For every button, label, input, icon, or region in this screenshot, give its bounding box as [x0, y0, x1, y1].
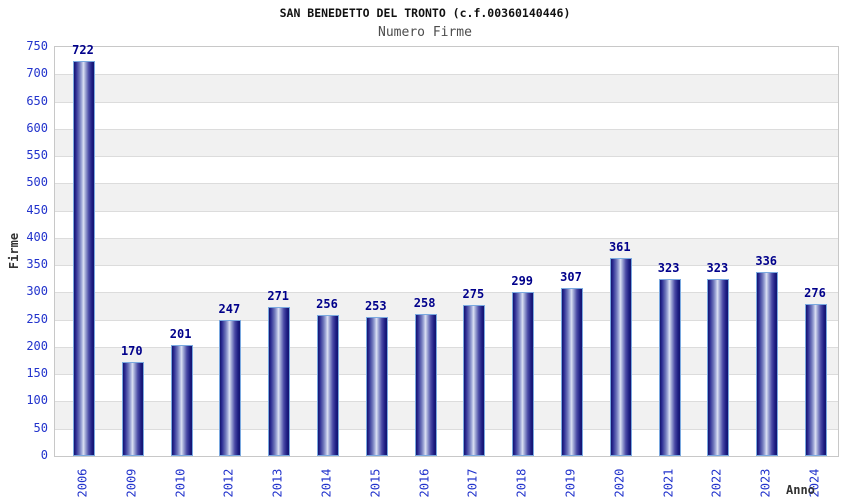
- gridline: [55, 210, 838, 212]
- gridline: [55, 401, 838, 403]
- gridline: [55, 101, 838, 103]
- y-tick-label: 300: [26, 284, 48, 299]
- plot-band: [55, 74, 838, 102]
- gridline: [55, 346, 838, 348]
- plot-band: [55, 101, 838, 129]
- x-tick-label: 2016: [417, 468, 432, 498]
- bar-2016: [415, 314, 437, 456]
- bar-2015: [366, 317, 388, 456]
- x-tick-label: 2017: [465, 468, 480, 498]
- bar-value-label: 336: [755, 254, 778, 268]
- plot-band: [55, 128, 838, 157]
- bar-2013: [268, 307, 290, 456]
- y-tick-label: 600: [26, 120, 48, 135]
- bar-value-label: 247: [218, 302, 241, 316]
- gridline: [55, 156, 838, 158]
- y-tick-label: 150: [26, 366, 48, 381]
- x-tick-label: 2023: [758, 468, 773, 498]
- y-tick-label: 200: [26, 338, 48, 353]
- bar-value-label: 275: [462, 287, 485, 301]
- bar-2010: [171, 345, 193, 456]
- bar-value-label: 299: [511, 274, 534, 288]
- y-tick-label: 250: [26, 311, 48, 326]
- chart-subtitle: Numero Firme: [378, 25, 472, 40]
- bar-2020: [610, 258, 632, 456]
- bar-value-label: 323: [657, 261, 680, 275]
- plot-band: [55, 237, 838, 266]
- bar-2021: [659, 279, 681, 456]
- bar-2009: [122, 362, 144, 456]
- x-tick-label: 2009: [124, 468, 139, 498]
- bar-2012: [219, 320, 241, 456]
- bar-value-label: 323: [706, 261, 729, 275]
- y-tick-label: 750: [26, 39, 48, 53]
- y-tick-label: 350: [26, 257, 48, 272]
- x-tick-label: 2018: [514, 468, 529, 498]
- chart-title: SAN BENEDETTO DEL TRONTO (c.f.0036014044…: [279, 6, 571, 20]
- x-tick-label: 2010: [173, 468, 188, 498]
- x-tick-label: 2014: [319, 468, 334, 498]
- bar-2019: [561, 288, 583, 456]
- y-tick-label: 0: [40, 448, 48, 462]
- y-tick-label: 400: [26, 229, 48, 244]
- gridline: [55, 183, 838, 185]
- y-tick-label: 500: [26, 175, 48, 190]
- bar-value-label: 258: [413, 296, 436, 310]
- bar-value-label: 361: [608, 240, 631, 254]
- bar-value-label: 722: [72, 43, 94, 57]
- bar-value-label: 256: [316, 297, 338, 311]
- x-tick-label: 2020: [612, 468, 627, 498]
- bar-2022: [707, 279, 729, 456]
- gridline: [55, 428, 838, 430]
- gridline: [55, 74, 838, 76]
- gridline: [55, 265, 838, 267]
- bar-2023: [756, 272, 778, 456]
- x-tick-label: 2013: [270, 468, 285, 498]
- bar-2006: [73, 61, 95, 456]
- x-tick-label: 2006: [75, 468, 90, 498]
- y-tick-label: 50: [33, 420, 48, 435]
- x-axis-title: Anno: [786, 483, 815, 497]
- gridline: [55, 319, 838, 321]
- x-tick-label: 2012: [221, 468, 236, 498]
- gridline: [55, 237, 838, 239]
- plot-band: [55, 47, 838, 75]
- y-axis-title: Firme: [7, 232, 21, 270]
- x-tick-label: 2022: [709, 468, 724, 498]
- gridline: [55, 292, 838, 294]
- bar-value-label: 170: [120, 344, 143, 358]
- plot-band: [55, 183, 838, 211]
- plot-area: [54, 46, 839, 457]
- bar-value-label: 307: [560, 270, 582, 284]
- x-tick-label: 2019: [563, 468, 578, 498]
- bar-2024: [805, 304, 827, 456]
- y-tick-label: 550: [26, 148, 48, 163]
- bar-value-label: 201: [169, 327, 192, 341]
- y-tick-label: 100: [26, 393, 48, 408]
- y-tick-label: 700: [26, 66, 48, 81]
- plot-band: [55, 156, 838, 184]
- y-tick-label: 450: [26, 202, 48, 217]
- bar-value-label: 276: [804, 286, 826, 300]
- bar-2017: [463, 305, 485, 456]
- x-tick-label: 2021: [661, 468, 676, 498]
- plot-band: [55, 210, 838, 238]
- bar-2014: [317, 315, 339, 456]
- bar-value-label: 253: [364, 299, 387, 313]
- gridline: [55, 128, 838, 130]
- bar-2018: [512, 292, 534, 456]
- gridline: [55, 374, 838, 376]
- x-tick-label: 2015: [368, 468, 383, 498]
- bar-value-label: 271: [267, 289, 290, 303]
- y-tick-label: 650: [26, 93, 48, 108]
